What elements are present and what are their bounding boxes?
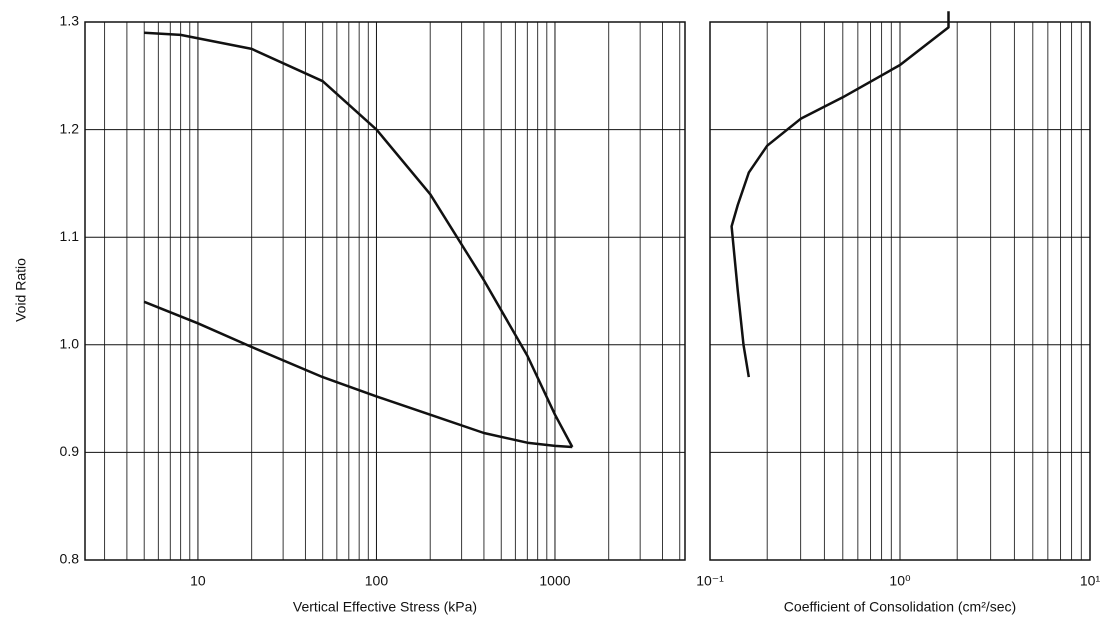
y-axis-label: Void Ratio xyxy=(13,258,29,322)
x-tick-label: 1000 xyxy=(539,573,570,589)
y-tick-label: 0.9 xyxy=(60,443,80,459)
data-line xyxy=(730,11,950,378)
plot-frame xyxy=(84,21,686,561)
x-tick-label: 10⁻¹ xyxy=(696,573,724,589)
data-line xyxy=(144,31,574,448)
data-line xyxy=(143,300,573,449)
plot-frame xyxy=(709,21,1091,561)
y-tick-label: 1.0 xyxy=(60,336,80,352)
y-tick-label: 1.3 xyxy=(60,13,80,29)
x-axis-label: Coefficient of Consolidation (cm²/sec) xyxy=(784,599,1016,615)
x-tick-label: 10 xyxy=(190,573,206,589)
y-tick-label: 1.2 xyxy=(60,120,80,136)
x-tick-label: 10⁰ xyxy=(889,573,911,589)
x-tick-label: 100 xyxy=(365,573,389,589)
y-tick-label: 0.8 xyxy=(60,551,80,567)
x-axis-label: Vertical Effective Stress (kPa) xyxy=(293,599,477,615)
x-tick-label: 10¹ xyxy=(1080,573,1101,589)
y-tick-label: 1.1 xyxy=(60,228,80,244)
